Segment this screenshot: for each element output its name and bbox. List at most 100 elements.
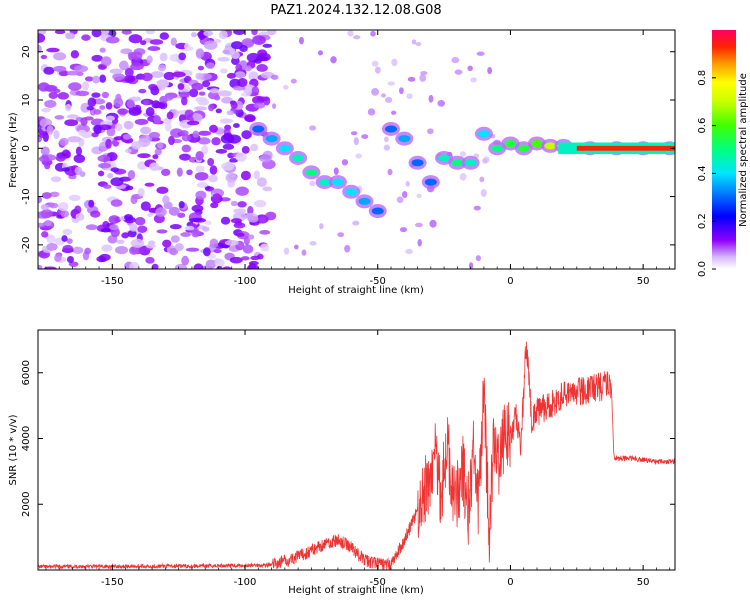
- ridge-point: [318, 178, 331, 186]
- noise-speckle: [375, 66, 381, 74]
- noise-speckle: [203, 247, 211, 257]
- noise-speckle: [251, 30, 258, 36]
- noise-speckle: [146, 55, 153, 64]
- noise-speckle: [222, 49, 231, 54]
- noise-speckle: [414, 222, 423, 228]
- noise-speckle: [220, 118, 232, 123]
- noise-speckle: [235, 64, 243, 72]
- noise-speckle: [222, 266, 232, 269]
- noise-speckle: [60, 210, 69, 218]
- noise-speckle: [40, 209, 53, 219]
- noise-speckle: [44, 99, 57, 108]
- noise-speckle: [98, 162, 112, 169]
- noise-speckle: [429, 219, 437, 228]
- noise-speckle: [353, 137, 359, 146]
- noise-speckle: [241, 130, 252, 140]
- noise-speckle: [150, 71, 164, 78]
- noise-speckle: [137, 153, 151, 159]
- noise-speckle: [129, 246, 139, 255]
- noise-speckle: [208, 174, 218, 183]
- noise-speckle: [350, 131, 358, 136]
- noise-speckle: [218, 30, 228, 40]
- noise-speckle: [46, 47, 60, 53]
- noise-speckle: [272, 103, 277, 109]
- noise-speckle: [229, 256, 243, 264]
- noise-speckle: [231, 41, 243, 50]
- y-tick-label: -10: [21, 188, 32, 204]
- noise-speckle: [317, 50, 323, 56]
- noise-speckle: [459, 173, 467, 181]
- noise-speckle: [194, 106, 208, 111]
- noise-speckle: [258, 154, 272, 163]
- y-tick-label: 0: [21, 145, 32, 151]
- noise-speckle: [127, 169, 136, 180]
- noise-speckle: [153, 102, 166, 109]
- noise-speckle: [148, 83, 158, 91]
- noise-speckle: [454, 69, 463, 75]
- noise-speckle: [419, 74, 427, 82]
- noise-speckle: [98, 64, 106, 70]
- y-tick-label: -20: [21, 237, 32, 253]
- noise-speckle: [230, 218, 242, 224]
- noise-speckle: [319, 223, 324, 230]
- noise-speckle: [417, 238, 422, 247]
- noise-speckle: [145, 256, 155, 264]
- noise-speckle: [128, 106, 142, 116]
- noise-speckle: [147, 46, 161, 52]
- noise-speckle: [129, 261, 140, 269]
- noise-speckle: [237, 77, 248, 87]
- noise-speckle: [473, 205, 481, 211]
- colorbar-tick-label: 0.6: [697, 118, 708, 134]
- noise-speckle: [66, 256, 74, 264]
- noise-speckle: [405, 181, 410, 187]
- noise-speckle: [487, 66, 493, 75]
- spectrogram-heatmap: [38, 30, 675, 269]
- noise-speckle: [137, 187, 145, 197]
- spectrogram-x-ticks: -150 -100 -50 0 50: [45, 30, 671, 287]
- noise-speckle: [77, 129, 87, 137]
- noise-speckle: [75, 90, 90, 97]
- noise-speckle: [198, 130, 212, 136]
- noise-speckle: [93, 124, 102, 135]
- noise-speckle: [44, 162, 51, 170]
- noise-speckle: [197, 137, 211, 145]
- noise-speckle: [38, 264, 43, 269]
- noise-speckle: [195, 48, 205, 59]
- noise-speckle: [151, 263, 159, 269]
- noise-speckle: [172, 71, 186, 78]
- y-tick-label: 2000: [21, 492, 32, 517]
- noise-speckle: [130, 238, 145, 248]
- noise-speckle: [134, 217, 146, 226]
- noise-speckle: [341, 159, 349, 166]
- noise-speckle: [468, 262, 474, 269]
- noise-speckle: [112, 73, 125, 81]
- noise-speckle: [217, 57, 230, 62]
- noise-speckle: [110, 167, 120, 173]
- noise-speckle: [215, 148, 228, 154]
- noise-speckle: [66, 114, 79, 119]
- noise-speckle: [107, 173, 114, 179]
- noise-speckle: [129, 223, 138, 232]
- noise-speckle: [195, 165, 205, 173]
- noise-speckle: [191, 82, 204, 91]
- noise-speckle: [290, 78, 297, 84]
- x-tick-label: 0: [507, 276, 513, 287]
- noise-speckle: [123, 120, 134, 130]
- noise-speckle: [48, 91, 59, 99]
- noise-speckle: [54, 254, 62, 262]
- noise-speckle: [40, 146, 50, 156]
- noise-speckle: [169, 224, 182, 230]
- colorbar-gradient: [712, 30, 736, 269]
- noise-speckle: [125, 148, 132, 154]
- noise-speckle: [109, 68, 123, 75]
- noise-speckle: [405, 249, 413, 255]
- noise-speckle: [41, 107, 51, 113]
- noise-speckle: [330, 56, 337, 64]
- noise-speckle: [352, 220, 360, 226]
- noise-speckle: [62, 228, 73, 236]
- noise-speckle: [259, 229, 271, 235]
- snr-series-line: [38, 341, 675, 570]
- noise-speckle: [38, 44, 42, 54]
- noise-speckle: [178, 52, 187, 61]
- ridge-point: [371, 207, 384, 215]
